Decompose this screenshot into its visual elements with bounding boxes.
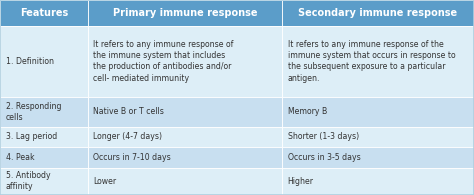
Text: Higher: Higher: [288, 177, 314, 186]
Bar: [88, 97, 282, 127]
Bar: [88, 26, 282, 97]
Text: Occurs in 7-10 days: Occurs in 7-10 days: [93, 153, 171, 162]
Text: Lower: Lower: [93, 177, 117, 186]
Text: 1. Definition: 1. Definition: [6, 57, 54, 66]
Text: Features: Features: [20, 8, 68, 18]
Bar: [282, 0, 474, 26]
Text: It refers to any immune response of the
immune system that occurs in response to: It refers to any immune response of the …: [288, 40, 456, 82]
Bar: [0, 147, 88, 168]
Bar: [0, 26, 88, 97]
Bar: [0, 97, 88, 127]
Bar: [88, 147, 282, 168]
Text: 5. Antibody
affinity: 5. Antibody affinity: [6, 171, 50, 191]
Text: Longer (4-7 days): Longer (4-7 days): [93, 132, 163, 142]
Bar: [0, 168, 88, 195]
Bar: [88, 127, 282, 147]
Text: 2. Responding
cells: 2. Responding cells: [6, 102, 61, 122]
Bar: [88, 168, 282, 195]
Bar: [282, 147, 474, 168]
Text: Memory B: Memory B: [288, 107, 327, 116]
Text: 3. Lag period: 3. Lag period: [6, 132, 57, 142]
Bar: [282, 97, 474, 127]
Bar: [88, 0, 282, 26]
Text: Shorter (1-3 days): Shorter (1-3 days): [288, 132, 359, 142]
Text: Primary immune response: Primary immune response: [113, 8, 257, 18]
Text: Native B or T cells: Native B or T cells: [93, 107, 164, 116]
Bar: [0, 127, 88, 147]
Bar: [282, 26, 474, 97]
Bar: [0, 0, 88, 26]
Text: It refers to any immune response of
the immune system that includes
the producti: It refers to any immune response of the …: [93, 40, 234, 82]
Text: Occurs in 3-5 days: Occurs in 3-5 days: [288, 153, 360, 162]
Text: Secondary immune response: Secondary immune response: [299, 8, 457, 18]
Text: 4. Peak: 4. Peak: [6, 153, 34, 162]
Bar: [282, 168, 474, 195]
Bar: [282, 127, 474, 147]
